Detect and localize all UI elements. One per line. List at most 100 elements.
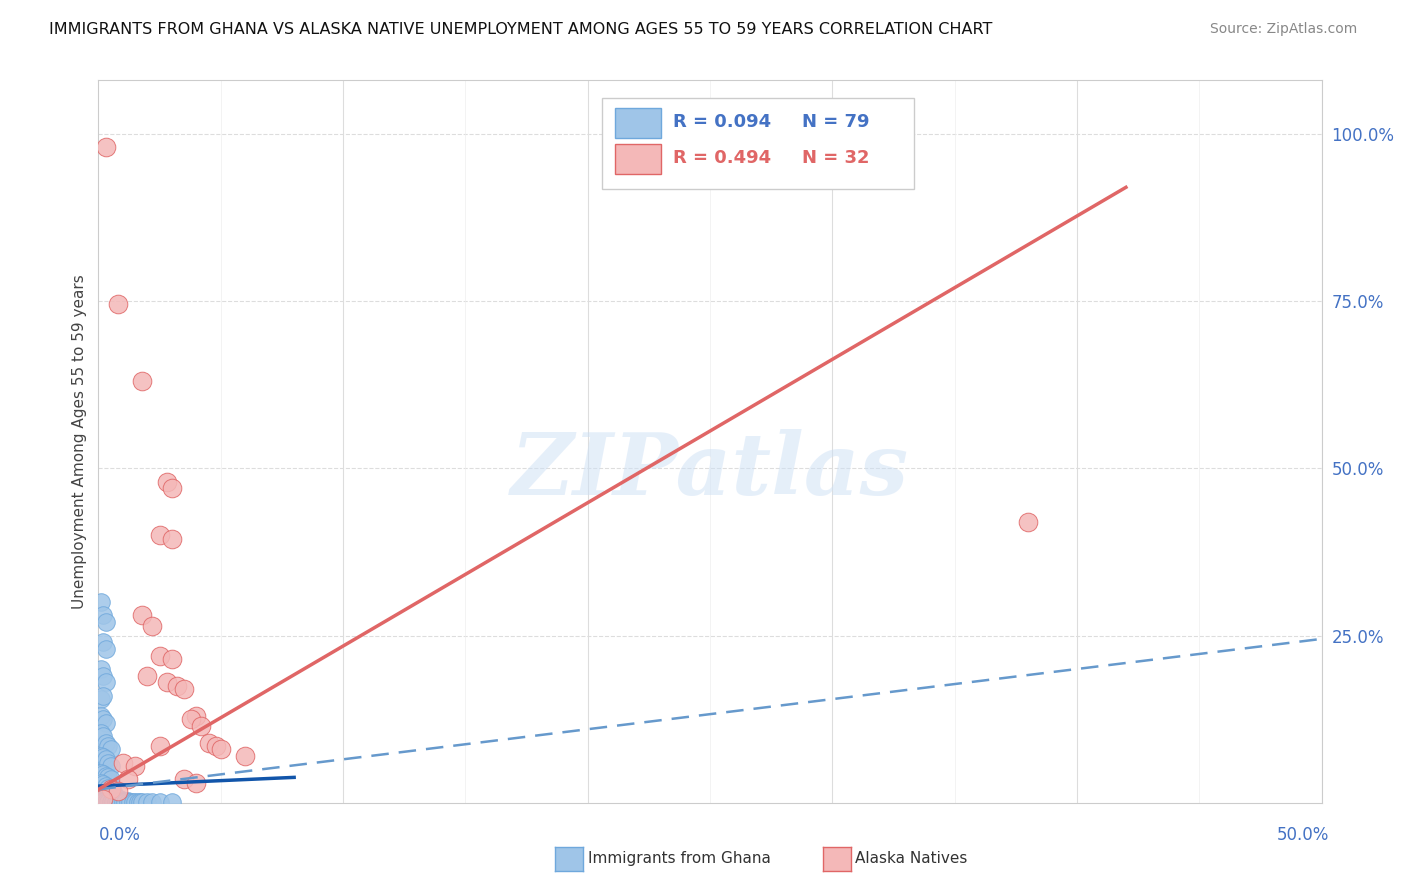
Text: Immigrants from Ghana: Immigrants from Ghana xyxy=(588,852,770,866)
Point xyxy=(100,793,122,807)
Point xyxy=(97,756,120,770)
Point xyxy=(91,669,114,683)
Point xyxy=(91,791,114,805)
Point xyxy=(104,795,127,809)
Point xyxy=(100,782,122,797)
Point xyxy=(173,681,195,696)
Point xyxy=(166,679,188,693)
Point xyxy=(97,771,120,785)
Point xyxy=(91,787,114,801)
Point xyxy=(91,767,114,781)
Point xyxy=(94,752,117,766)
Point xyxy=(107,794,129,808)
Text: IMMIGRANTS FROM GHANA VS ALASKA NATIVE UNEMPLOYMENT AMONG AGES 55 TO 59 YEARS CO: IMMIGRANTS FROM GHANA VS ALASKA NATIVE U… xyxy=(49,22,993,37)
Point xyxy=(91,750,114,764)
Point xyxy=(100,789,122,804)
Point xyxy=(91,795,114,808)
Point xyxy=(110,795,132,808)
Point xyxy=(91,729,114,743)
Point xyxy=(101,795,124,809)
FancyBboxPatch shape xyxy=(614,108,661,138)
Point xyxy=(94,615,117,630)
Text: Source: ZipAtlas.com: Source: ZipAtlas.com xyxy=(1209,22,1357,37)
Point xyxy=(121,795,143,809)
Point xyxy=(111,795,134,808)
Point xyxy=(91,777,114,791)
Point xyxy=(141,618,163,632)
Point xyxy=(90,790,112,805)
Point xyxy=(156,675,179,690)
Point xyxy=(90,775,112,790)
Point xyxy=(97,792,120,806)
Text: ZIPatlas: ZIPatlas xyxy=(510,429,910,512)
Text: N = 32: N = 32 xyxy=(801,149,869,168)
Point xyxy=(156,475,179,489)
Point xyxy=(111,795,134,809)
Point xyxy=(100,782,122,797)
Point xyxy=(141,795,163,809)
Point xyxy=(104,794,127,808)
Point xyxy=(186,775,208,790)
Point xyxy=(114,795,136,809)
Point xyxy=(97,739,120,753)
Point xyxy=(205,739,228,753)
Point xyxy=(90,795,112,809)
Point xyxy=(91,689,114,703)
Point xyxy=(107,297,129,311)
Point xyxy=(160,482,183,496)
Point xyxy=(90,749,112,764)
Point xyxy=(131,608,153,623)
Point xyxy=(114,795,136,808)
Point xyxy=(186,708,208,723)
Text: 0.0%: 0.0% xyxy=(98,826,141,844)
Point xyxy=(149,528,172,542)
Point xyxy=(101,790,124,805)
Point xyxy=(91,608,114,623)
Point xyxy=(104,791,127,805)
FancyBboxPatch shape xyxy=(614,144,661,174)
Point xyxy=(91,635,114,649)
Point xyxy=(131,795,153,809)
Point xyxy=(90,708,112,723)
Point xyxy=(94,792,117,806)
Point xyxy=(94,779,117,793)
Point xyxy=(131,375,153,389)
Point xyxy=(94,735,117,749)
Point xyxy=(209,742,232,756)
Point xyxy=(117,772,139,787)
Point xyxy=(90,786,112,800)
Point xyxy=(111,756,134,770)
Point xyxy=(101,784,124,798)
Point xyxy=(100,795,122,809)
Point xyxy=(110,795,132,809)
Point xyxy=(91,795,114,809)
Point xyxy=(97,795,120,809)
Point xyxy=(107,784,129,798)
Point xyxy=(124,759,146,773)
Point xyxy=(1017,515,1039,529)
Point xyxy=(107,792,129,806)
Point xyxy=(233,749,256,764)
Point xyxy=(94,715,117,730)
Point xyxy=(129,795,152,809)
Point xyxy=(110,792,132,806)
Point xyxy=(94,642,117,657)
Point xyxy=(91,792,114,806)
Point xyxy=(117,795,139,809)
Point xyxy=(90,662,112,676)
Text: R = 0.094: R = 0.094 xyxy=(673,113,772,131)
Point xyxy=(124,795,146,809)
Point xyxy=(149,795,172,809)
Point xyxy=(94,795,117,808)
Point xyxy=(107,795,129,809)
Point xyxy=(90,795,112,808)
Point xyxy=(149,739,172,753)
Point xyxy=(136,669,159,683)
Y-axis label: Unemployment Among Ages 55 to 59 years: Unemployment Among Ages 55 to 59 years xyxy=(72,274,87,609)
Point xyxy=(94,788,117,802)
Point xyxy=(160,652,183,666)
Point xyxy=(127,795,149,809)
Point xyxy=(97,781,120,796)
Point xyxy=(100,759,122,773)
Point xyxy=(90,595,112,609)
